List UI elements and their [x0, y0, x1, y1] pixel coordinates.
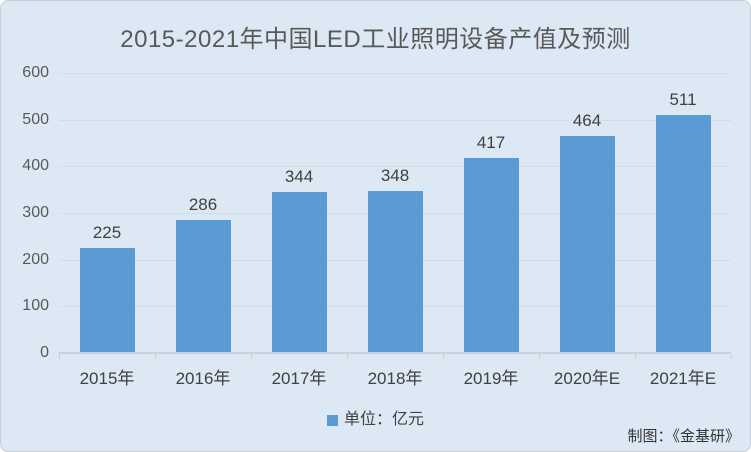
x-tick-label: 2016年	[175, 369, 231, 388]
axis-tick	[635, 354, 636, 359]
axis-tick	[443, 354, 444, 359]
gridline	[59, 166, 731, 168]
x-axis-line	[59, 352, 731, 354]
y-tick-label: 300	[22, 204, 49, 221]
y-tick-label: 400	[22, 157, 49, 175]
bar-value-label: 225	[92, 223, 122, 242]
bar-cell: 344	[251, 73, 347, 353]
x-tick-label: 2017年	[271, 369, 327, 388]
axis-tick	[155, 354, 156, 359]
y-tick-label: 600	[22, 64, 49, 81]
y-axis-tick-labels: 600 500 400 300 200 100 0	[1, 65, 49, 361]
y-tick-label: 0	[40, 344, 49, 361]
bar	[367, 190, 423, 353]
bar-value-label: 511	[669, 89, 697, 109]
bar	[175, 219, 231, 353]
axis-tick	[251, 354, 252, 359]
legend: 单位：亿元	[1, 412, 750, 428]
credit-text: 制图：《金基研》	[627, 428, 740, 445]
gridline	[59, 119, 731, 121]
x-tick-label: 2021年E	[649, 369, 717, 388]
bar-cell: 348	[347, 73, 443, 353]
axis-tick	[731, 354, 732, 359]
bar-cell: 286	[155, 73, 251, 353]
gridline	[59, 73, 731, 74]
bar-cell: 225	[59, 73, 155, 353]
bar	[463, 158, 519, 353]
axis-tick	[59, 354, 60, 359]
y-tick-label: 500	[22, 110, 49, 128]
x-tick-label: 2019年	[463, 369, 519, 388]
bar	[271, 192, 327, 353]
chart-title: 2015-2021年中国LED工业照明设备产值及预测	[120, 26, 631, 53]
bar-cell: 417	[443, 73, 539, 353]
bar	[79, 248, 135, 353]
legend-label: 单位：亿元	[343, 411, 424, 428]
axis-tick	[347, 354, 348, 359]
bar-cell: 464	[539, 73, 635, 353]
bar-value-label: 348	[380, 165, 410, 185]
bar-cell: 511	[635, 73, 731, 353]
x-tick-label: 2018年	[367, 369, 423, 388]
bar-value-label: 286	[188, 194, 218, 214]
y-tick-label: 100	[22, 297, 49, 315]
axis-tick	[539, 354, 540, 359]
plot-area: 225 286 344 348 417 464 511	[59, 73, 732, 359]
bars-row: 225 286 344 348 417 464 511	[59, 73, 731, 353]
y-tick-label: 200	[22, 250, 49, 268]
x-tick-label: 2015年	[79, 369, 135, 388]
bar	[655, 114, 711, 353]
bar-value-label: 464	[572, 111, 602, 131]
bar-value-label: 417	[476, 133, 506, 153]
bar	[559, 136, 615, 353]
legend-series-marker-icon	[326, 414, 338, 426]
bar-value-label: 344	[284, 167, 314, 187]
x-axis-tick-labels: 2015年 2016年 2017年 2018年 2019年 2020年E 2021年E	[59, 364, 731, 389]
x-tick-label: 2020年E	[553, 369, 621, 388]
